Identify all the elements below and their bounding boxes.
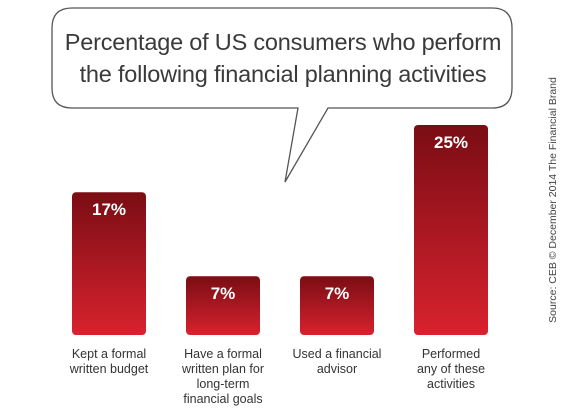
category-label-line: financial goals — [183, 392, 262, 406]
category-label-line: long-term — [197, 377, 250, 391]
category-label-line: written plan for — [181, 362, 264, 376]
bar-value-label-3: 7% — [325, 284, 350, 303]
category-label-1: Kept a formal written budget — [69, 347, 149, 376]
category-label-2: Have a formal written plan for long-term fi… — [181, 347, 264, 406]
category-label-line: Performed — [422, 347, 480, 361]
category-label-line: advisor — [317, 362, 357, 376]
source-credit: Source: CEB © December 2014 The Financia… — [547, 77, 559, 323]
category-label-line: any of these — [417, 362, 485, 376]
bar-value-label-2: 7% — [211, 284, 236, 303]
category-labels-group: Kept a formal written budget Have a formal… — [69, 347, 485, 406]
category-label-line: Kept a formal — [72, 347, 146, 361]
bar-4 — [414, 125, 488, 335]
bar-3 — [300, 276, 374, 335]
category-label-line: Have a formal — [184, 347, 262, 361]
bar-2 — [186, 276, 260, 335]
bar-1 — [72, 192, 146, 335]
category-label-line: written budget — [69, 362, 149, 376]
category-label-line: Used a financial — [293, 347, 382, 361]
category-label-3: Used a financial advisor — [293, 347, 382, 376]
chart-title-line-2: the following financial planning activit… — [80, 61, 487, 87]
chart-title-line-1: Percentage of US consumers who perform — [65, 29, 502, 55]
bars-group: 17% 7% 7% 25% — [72, 125, 488, 335]
title-bubble — [51, 7, 513, 183]
category-label-line: activities — [427, 377, 475, 391]
bar-value-label-1: 17% — [92, 200, 126, 219]
bar-value-label-4: 25% — [434, 133, 468, 152]
category-label-4: Performed any of these activities — [417, 347, 485, 391]
